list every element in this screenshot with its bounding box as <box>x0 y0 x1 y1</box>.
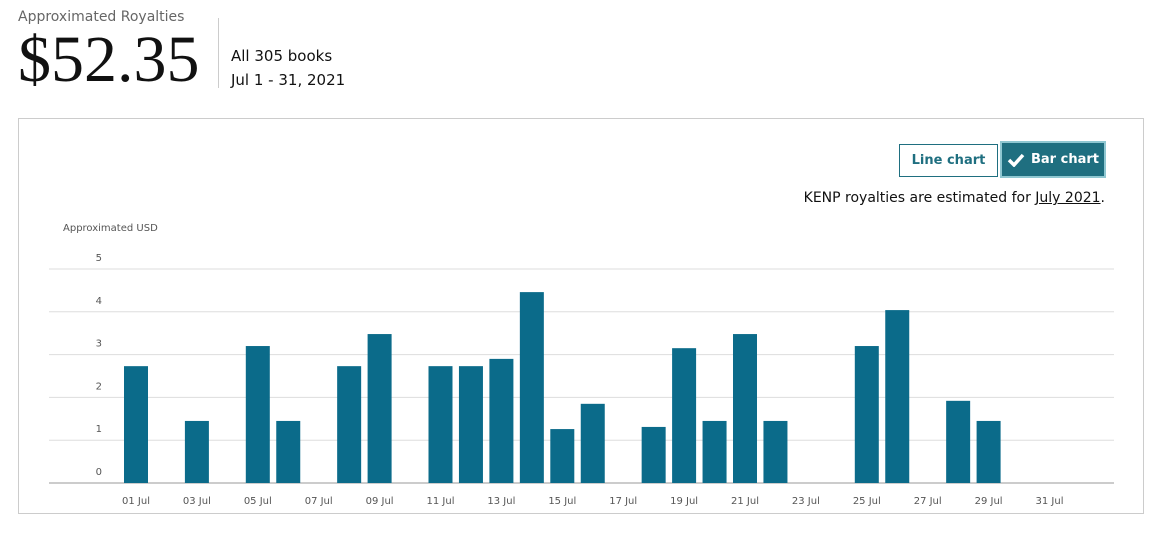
bar <box>124 366 148 483</box>
bar <box>550 429 575 483</box>
x-tick-label: 05 Jul <box>244 496 272 507</box>
x-tick-label: 01 Jul <box>122 496 150 507</box>
x-tick-label: 07 Jul <box>305 496 333 507</box>
x-tick-label: 19 Jul <box>670 496 698 507</box>
divider <box>218 18 219 88</box>
bar <box>519 292 544 483</box>
y-tick-label: 5 <box>96 253 102 264</box>
y-tick-label: 1 <box>96 424 102 435</box>
kenp-note: KENP royalties are estimated for July 20… <box>804 190 1105 206</box>
y-tick-label: 2 <box>96 381 102 392</box>
bar <box>184 420 209 483</box>
y-tick-label: 3 <box>96 339 102 350</box>
y-axis-label: Approximated USD <box>63 223 158 234</box>
x-tick-label: 23 Jul <box>792 496 820 507</box>
bar <box>245 346 270 483</box>
bar <box>458 366 483 483</box>
bar <box>428 366 453 483</box>
bar <box>885 310 910 483</box>
note-end: . <box>1100 190 1105 206</box>
bar-chart-button[interactable]: Bar chart <box>1000 141 1106 178</box>
x-tick-label: 11 Jul <box>427 496 455 507</box>
x-tick-label: 27 Jul <box>914 496 942 507</box>
note-link[interactable]: July 2021 <box>1035 190 1101 206</box>
x-tick-label: 03 Jul <box>183 496 211 507</box>
x-tick-label: 21 Jul <box>731 496 759 507</box>
bar <box>580 403 605 483</box>
x-tick-label: 09 Jul <box>366 496 394 507</box>
bar <box>367 334 392 483</box>
bar <box>733 334 757 483</box>
x-tick-label: 15 Jul <box>548 496 576 507</box>
bar <box>672 348 697 483</box>
chart-panel: Line chart Bar chart KENP royalties are … <box>18 118 1144 514</box>
bar <box>946 400 971 483</box>
bar <box>337 366 362 483</box>
bar <box>976 420 1001 483</box>
x-tick-label: 29 Jul <box>975 496 1003 507</box>
chart: Approximated USD 0 1 2 3 4 5 01 Jul 03 Jul 05 Ju… <box>49 223 1114 507</box>
bar <box>854 346 879 483</box>
line-chart-button[interactable]: Line chart <box>899 144 998 177</box>
x-tick-label: 13 Jul <box>487 496 515 507</box>
y-tick-label: 0 <box>96 467 102 478</box>
button-label: Line chart <box>911 153 986 168</box>
note-text: KENP royalties are estimated for <box>803 190 1031 206</box>
x-tick-label: 31 Jul <box>1036 496 1064 507</box>
check-icon <box>1007 153 1025 167</box>
y-tick-label: 4 <box>96 296 102 307</box>
x-tick-label: 25 Jul <box>853 496 881 507</box>
royalties-amount: $52.35 <box>18 23 200 96</box>
scope: All 305 books <box>231 47 333 65</box>
bar <box>489 358 514 483</box>
bar <box>763 420 788 483</box>
royalties-label: Approximated Royalties <box>18 9 185 25</box>
bar <box>641 426 666 483</box>
x-tick-label: 17 Jul <box>609 496 637 507</box>
bar <box>702 420 727 483</box>
bar <box>276 420 301 483</box>
button-label: Bar chart <box>1031 152 1099 167</box>
date-range: Jul 1 - 31, 2021 <box>231 71 346 89</box>
